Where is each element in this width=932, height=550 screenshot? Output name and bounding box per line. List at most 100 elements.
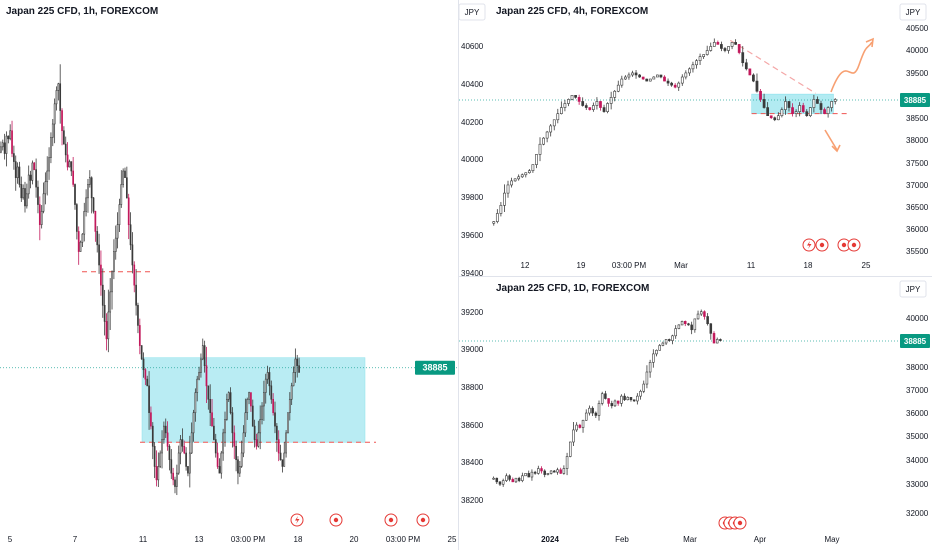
x-tick-label-1d: Feb [615, 535, 629, 544]
d1-candle [498, 481, 502, 485]
h1-candle [122, 170, 125, 185]
h4-candle [520, 174, 524, 178]
h4-lightning-glyph [807, 241, 812, 249]
currency-tag-left-4h[interactable] [459, 3, 486, 21]
chart-title-4h: Japan 225 CFD, 4h, FOREXCOM [496, 6, 649, 17]
chart-pane-4h[interactable]: JPY JPY 40600 40400 40200 40000 39800 39600 3940… [459, 0, 932, 276]
currency-tag-1d[interactable] [899, 280, 927, 298]
h1-candle [288, 398, 291, 414]
chart-4h-svg[interactable]: JPY JPY 40600 40400 40200 40000 39800 39600 3940… [459, 0, 932, 276]
h1-candle [72, 170, 75, 185]
d1-candle [578, 424, 582, 428]
bullish-arrowhead [865, 37, 874, 48]
d1-candle [556, 469, 559, 473]
h1-candle [235, 445, 237, 461]
y-tick-right-4h: 40000 [906, 46, 929, 55]
h4-candle [723, 48, 727, 51]
h4-candle [702, 54, 705, 57]
h1-candle [11, 130, 13, 154]
h4-candle [609, 97, 613, 104]
h1-candle [135, 284, 137, 306]
h1-candle [296, 358, 299, 367]
y-tick-left-4h: 39400 [461, 269, 484, 276]
h1-candle [116, 224, 119, 239]
d1-candle [540, 468, 543, 472]
h1-candle [263, 392, 265, 407]
h4-candle [798, 105, 802, 112]
h1-candle [44, 181, 47, 195]
h1-candle [61, 110, 63, 132]
currency-label-1d: JPY [906, 285, 921, 294]
h4-candle [620, 78, 624, 86]
d1-candle [533, 471, 537, 474]
h1-candle [22, 188, 25, 199]
h4-candle [808, 107, 812, 117]
y-tick-right-1d: 32000 [906, 509, 929, 518]
h1-candle [153, 445, 156, 467]
d1-candle [501, 480, 505, 485]
h4-candle [574, 95, 577, 98]
h4-target-dot [819, 242, 825, 248]
h1-target-dot [420, 517, 426, 523]
y-tick-right-4h: 35500 [906, 247, 929, 256]
d1-candle [572, 429, 575, 443]
trendline-dashed-4h[interactable] [729, 39, 816, 94]
y-tick-right-4h: 39500 [906, 69, 929, 78]
d1-candle [658, 345, 661, 351]
h1-candle [27, 174, 30, 195]
h1-candle [242, 432, 245, 454]
d1-candle [706, 316, 709, 325]
h1-candle [81, 233, 84, 243]
chart-1d-svg[interactable]: JPY3920039000388003860038400382004000039… [459, 277, 932, 550]
h1-candle [274, 412, 276, 427]
h1-candle [64, 143, 67, 156]
h1-candle [5, 135, 8, 154]
x-tick-label-1d: Apr [754, 535, 767, 544]
d1-candle [569, 441, 572, 457]
pane-divider-vertical[interactable] [458, 0, 459, 550]
h1-candle [63, 130, 65, 145]
d1-candle [527, 473, 530, 478]
chart-pane-1h[interactable]: 38885 5 7 11 13 03:00 PM 18 20 03:00 PM 25 Japan … [0, 0, 458, 550]
y-tick-right-4h: 36000 [906, 225, 929, 234]
chart-pane-1d[interactable]: JPY3920039000388003860038400382004000039… [459, 277, 932, 550]
h1-candle [270, 385, 273, 400]
bullish-projection-arrow[interactable] [830, 41, 873, 93]
chart-1h-svg[interactable]: 38885 5 7 11 13 03:00 PM 18 20 03:00 PM 25 [0, 0, 458, 550]
h1-candle [31, 162, 34, 181]
currency-label-left-4h: JPY [465, 8, 480, 17]
h1-candle [285, 432, 287, 454]
currency-tag-4h[interactable] [899, 3, 927, 21]
h4-candle [563, 103, 567, 108]
pane-divider-horizontal[interactable] [459, 276, 932, 277]
h4-candle [830, 101, 834, 108]
y-tick-right-1d: 34000 [906, 456, 929, 465]
d1-candle [712, 333, 716, 344]
d1-candle [607, 398, 610, 404]
h1-candle [74, 184, 76, 205]
y-tick-left-4h: 40200 [461, 118, 484, 127]
h1-candle [131, 244, 134, 266]
h1-candle [244, 412, 247, 434]
h4-candle [510, 180, 513, 186]
bearish-projection-arrow[interactable] [824, 129, 838, 151]
h1-candle [207, 385, 210, 400]
h1-candle [146, 378, 149, 387]
h1-candle [157, 466, 160, 481]
support-zone[interactable] [141, 357, 366, 443]
h1-candle [201, 345, 204, 360]
h4-candle [709, 46, 713, 51]
h1-candle [250, 392, 252, 407]
h1-candle [240, 452, 243, 467]
h1-candle [120, 184, 123, 205]
y-tick-right-1d: 33000 [906, 480, 929, 489]
x-tick-label-4h: 03:00 PM [612, 261, 647, 270]
h1-candle [20, 184, 23, 199]
h1-candle [168, 445, 171, 461]
y-tick-right-1d: 35000 [906, 432, 929, 441]
d1-candle [648, 362, 652, 373]
y-tick-left-4h: 40400 [461, 80, 484, 89]
d1-candle [703, 311, 706, 317]
h1-candle [50, 137, 52, 158]
h1-candle [272, 398, 275, 414]
